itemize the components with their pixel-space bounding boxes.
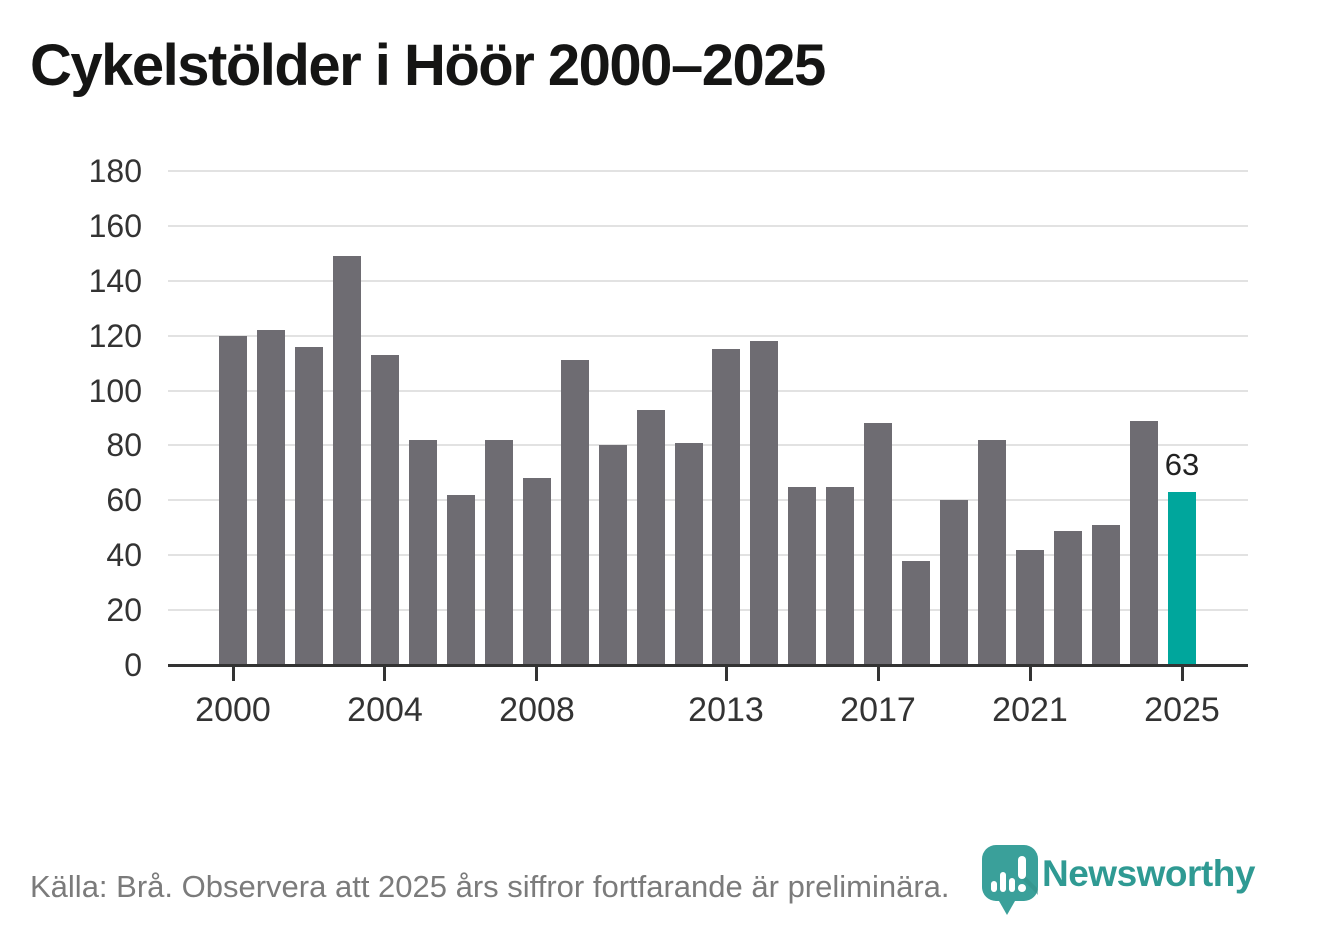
bar-2012 bbox=[675, 443, 703, 665]
bar-2019 bbox=[940, 500, 968, 665]
y-axis-label-60: 60 bbox=[106, 482, 142, 518]
x-axis-line bbox=[168, 664, 1248, 667]
highlight-value-label: 63 bbox=[1164, 447, 1200, 482]
gridline-y-80 bbox=[168, 444, 1248, 446]
bar-2002 bbox=[295, 347, 323, 665]
bar-2010 bbox=[599, 445, 627, 665]
bar-2013 bbox=[712, 349, 740, 665]
x-tick-2021 bbox=[1029, 667, 1032, 681]
bar-2007 bbox=[485, 440, 513, 665]
bar-2020 bbox=[978, 440, 1006, 665]
bar-2011 bbox=[637, 410, 665, 665]
x-axis-label-2000: 2000 bbox=[195, 691, 271, 729]
gridline-y-120 bbox=[168, 335, 1248, 337]
newsworthy-wordmark: Newsworthy bbox=[1042, 853, 1255, 894]
x-axis-label-2004: 2004 bbox=[347, 691, 423, 729]
bar-2001 bbox=[257, 330, 285, 665]
y-axis-label-80: 80 bbox=[106, 427, 142, 463]
bar-2000 bbox=[219, 336, 247, 665]
y-axis-label-120: 120 bbox=[88, 318, 142, 354]
y-axis-label-180: 180 bbox=[88, 153, 142, 189]
x-axis-label-2025: 2025 bbox=[1144, 691, 1220, 729]
y-axis-label-160: 160 bbox=[88, 208, 142, 244]
bar-2018 bbox=[902, 561, 930, 665]
x-axis-label-2013: 2013 bbox=[688, 691, 764, 729]
bar-2021 bbox=[1016, 550, 1044, 665]
x-tick-2013 bbox=[725, 667, 728, 681]
x-tick-2004 bbox=[383, 667, 386, 681]
gridline-y-140 bbox=[168, 280, 1248, 282]
gridline-y-40 bbox=[168, 554, 1248, 556]
y-axis-label-140: 140 bbox=[88, 263, 142, 299]
y-axis-label-100: 100 bbox=[88, 373, 142, 409]
newsworthy-speech-bubble-barchart-icon bbox=[982, 845, 1038, 915]
gridline-y-160 bbox=[168, 225, 1248, 227]
bar-2014 bbox=[750, 341, 778, 665]
x-axis-label-2017: 2017 bbox=[840, 691, 916, 729]
x-axis-label-2008: 2008 bbox=[499, 691, 575, 729]
bar-2008 bbox=[523, 478, 551, 665]
bar-2025 bbox=[1168, 492, 1196, 665]
bar-2003 bbox=[333, 256, 361, 665]
bar-2009 bbox=[561, 360, 589, 665]
gridline-y-180 bbox=[168, 170, 1248, 172]
x-tick-2008 bbox=[535, 667, 538, 681]
y-axis-label-40: 40 bbox=[106, 537, 142, 573]
y-axis-label-0: 0 bbox=[124, 647, 142, 683]
gridline-y-60 bbox=[168, 499, 1248, 501]
x-tick-2025 bbox=[1181, 667, 1184, 681]
y-axis-label-20: 20 bbox=[106, 592, 142, 628]
bar-2023 bbox=[1092, 525, 1120, 665]
x-tick-2017 bbox=[877, 667, 880, 681]
bar-2006 bbox=[447, 495, 475, 665]
bar-2024 bbox=[1130, 421, 1158, 665]
bar-2015 bbox=[788, 487, 816, 665]
bar-2004 bbox=[371, 355, 399, 665]
gridline-y-100 bbox=[168, 390, 1248, 392]
bar-2016 bbox=[826, 487, 854, 665]
bar-2022 bbox=[1054, 531, 1082, 665]
source-note: Källa: Brå. Observera att 2025 års siffr… bbox=[30, 869, 950, 904]
chart-title: Cykelstölder i Höör 2000–2025 bbox=[30, 33, 826, 98]
x-axis-label-2021: 2021 bbox=[992, 691, 1068, 729]
x-tick-2000 bbox=[232, 667, 235, 681]
bar-2005 bbox=[409, 440, 437, 665]
bar-2017 bbox=[864, 423, 892, 665]
gridline-y-20 bbox=[168, 609, 1248, 611]
